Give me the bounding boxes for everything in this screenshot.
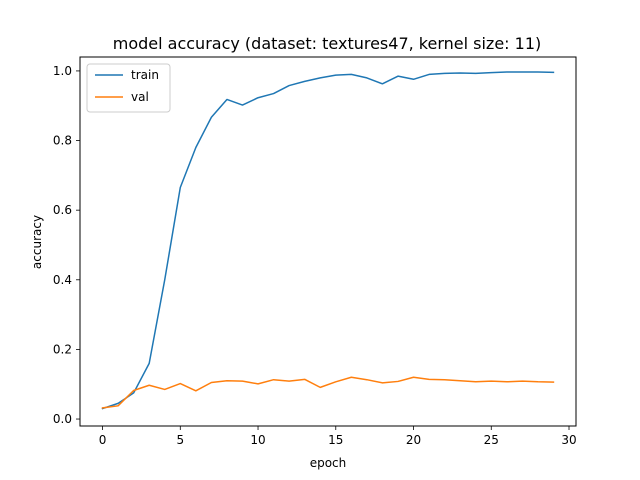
- y-tick-label: 0.8: [53, 134, 72, 148]
- series-line-train: [101, 71, 555, 410]
- chart-title: model accuracy (dataset: textures47, ker…: [113, 34, 542, 53]
- x-axis-ticks: 0 5 10 15 20 25 30: [99, 426, 577, 447]
- plot-lines: [101, 71, 555, 410]
- x-tick-label: 20: [406, 433, 421, 447]
- y-axis-ticks: 0.0 0.2 0.4 0.6 0.8 1.0: [53, 64, 80, 426]
- x-tick-label: 30: [561, 433, 576, 447]
- x-tick-label: 0: [99, 433, 107, 447]
- x-tick-label: 25: [484, 433, 499, 447]
- legend: train val: [86, 63, 171, 113]
- series-line-val: [101, 376, 555, 409]
- x-tick-label: 15: [328, 433, 343, 447]
- x-tick-label: 10: [250, 433, 265, 447]
- y-tick-label: 0.6: [53, 203, 72, 217]
- x-tick-label: 5: [176, 433, 184, 447]
- legend-items: train val: [95, 68, 159, 104]
- plot-area-frame: [79, 56, 577, 427]
- y-tick-label: 0.0: [53, 412, 72, 426]
- y-tick-label: 1.0: [53, 64, 72, 78]
- legend-label-train: train: [131, 68, 159, 82]
- y-tick-label: 0.2: [53, 342, 72, 356]
- y-tick-label: 0.4: [53, 273, 72, 287]
- x-axis-label: epoch: [310, 456, 347, 470]
- legend-label-val: val: [131, 90, 149, 104]
- y-axis-label: accuracy: [30, 215, 44, 269]
- legend-box: [86, 63, 171, 113]
